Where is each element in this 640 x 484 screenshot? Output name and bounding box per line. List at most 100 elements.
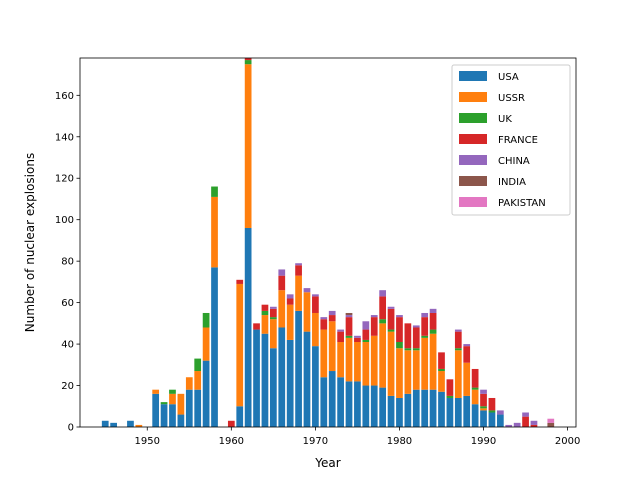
bar-france-1968 <box>295 265 302 276</box>
bar-china-1976 <box>362 321 370 330</box>
bar-france-1961 <box>236 279 244 284</box>
y-tick-label: 80 <box>61 257 74 268</box>
bar-usa-1990 <box>480 410 487 427</box>
bar-ussr-1957 <box>202 327 210 361</box>
bar-usa-1961 <box>236 406 244 427</box>
x-tick-label: 1980 <box>387 436 412 447</box>
bar-usa-1981 <box>404 393 412 427</box>
y-tick-label: 0 <box>68 423 74 434</box>
bar-china-1994 <box>513 422 521 427</box>
legend-swatch-france <box>459 134 487 144</box>
bar-ussr-1979 <box>387 331 395 396</box>
bar-usa-1946 <box>110 422 117 427</box>
bar-france-1981 <box>404 323 412 349</box>
bar-usa-1988 <box>463 395 471 427</box>
y-axis-label: Number of nuclear explosions <box>23 153 37 332</box>
bar-ussr-1975 <box>354 342 361 382</box>
bar-ussr-1966 <box>278 290 286 328</box>
bar-ussr-1970 <box>312 312 319 347</box>
legend-swatch-usa <box>459 71 487 81</box>
bar-china-1987 <box>454 329 462 332</box>
bar-uk-1962 <box>244 60 252 65</box>
bar-usa-1945 <box>101 420 109 427</box>
bar-usa-1977 <box>370 385 378 427</box>
bar-uk-1979 <box>387 329 395 332</box>
x-tick-label: 1990 <box>471 436 496 447</box>
bar-usa-1976 <box>362 385 370 427</box>
bar-uk-1989 <box>471 387 479 390</box>
bar-france-1987 <box>454 331 462 349</box>
bar-ussr-1982 <box>412 350 420 390</box>
bar-france-1971 <box>320 319 328 330</box>
bar-uk-1958 <box>211 186 218 197</box>
bar-pakistan-1998 <box>547 418 555 423</box>
bar-china-1979 <box>387 306 395 309</box>
bar-france-1966 <box>278 275 286 291</box>
bar-china-1972 <box>328 310 336 316</box>
bar-ussr-1976 <box>362 342 370 386</box>
bar-china-1983 <box>421 312 429 318</box>
bar-ussr-1987 <box>454 350 462 398</box>
bar-usa-1991 <box>488 412 496 427</box>
x-tick-label: 1950 <box>135 436 160 447</box>
legend-swatch-pakistan <box>459 197 487 207</box>
bar-usa-1984 <box>429 389 437 427</box>
bar-uk-1982 <box>412 348 420 351</box>
bar-france-1986 <box>446 379 454 396</box>
bar-france-1977 <box>370 317 378 336</box>
bar-france-1991 <box>488 397 496 411</box>
bar-usa-1948 <box>127 420 134 427</box>
legend-swatch-india <box>459 176 487 186</box>
bar-france-1978 <box>379 296 387 320</box>
bar-ussr-1990 <box>480 408 487 411</box>
bar-china-1968 <box>295 263 302 266</box>
bar-china-1967 <box>286 294 294 299</box>
bar-usa-1956 <box>194 389 202 427</box>
bar-usa-1980 <box>396 397 403 427</box>
bar-uk-1980 <box>396 342 403 349</box>
bar-france-1996 <box>530 424 538 427</box>
bar-uk-1952 <box>160 402 168 405</box>
bar-usa-1979 <box>387 395 395 427</box>
bar-ussr-1955 <box>185 377 193 390</box>
bar-china-1992 <box>496 410 504 415</box>
bars-layer <box>101 58 555 427</box>
bar-usa-1951 <box>152 393 160 427</box>
bar-uk-1976 <box>362 339 370 342</box>
bar-ussr-1965 <box>269 319 277 349</box>
bar-usa-1970 <box>312 346 319 427</box>
bar-ussr-1980 <box>396 348 403 398</box>
bar-usa-1952 <box>160 404 168 427</box>
bar-ussr-1967 <box>286 304 294 340</box>
bar-france-1962 <box>244 58 252 61</box>
bar-usa-1963 <box>253 329 260 427</box>
bar-france-1980 <box>396 317 403 343</box>
legend-label-india: INDIA <box>498 177 526 188</box>
bar-france-1970 <box>312 296 319 313</box>
bar-ussr-1983 <box>421 337 429 390</box>
bar-france-1982 <box>412 327 420 349</box>
bar-usa-1964 <box>261 333 269 427</box>
y-ticks: 0 20 40 60 80 100 120 140 160 <box>55 91 80 434</box>
series-ussr <box>135 64 487 427</box>
y-tick-label: 60 <box>61 298 74 309</box>
bar-uk-1965 <box>269 317 277 320</box>
y-tick-label: 160 <box>55 91 74 102</box>
legend-label-pakistan: PAKISTAN <box>498 198 546 209</box>
bar-uk-1990 <box>480 406 487 409</box>
bar-france-1972 <box>328 315 336 322</box>
bar-usa-1954 <box>177 414 185 427</box>
y-tick-label: 20 <box>61 381 74 392</box>
bar-usa-1983 <box>421 389 429 427</box>
bar-uk-1985 <box>438 368 445 372</box>
bar-ussr-1962 <box>244 64 252 228</box>
bar-uk-1991 <box>488 410 496 413</box>
x-ticks: 1950 1960 1970 1980 1990 2000 <box>135 427 580 447</box>
bar-ussr-1978 <box>379 323 387 388</box>
bar-france-1995 <box>522 416 529 427</box>
bar-ussr-1954 <box>177 393 185 415</box>
bar-usa-1962 <box>244 227 252 427</box>
legend-label-uk: UK <box>498 114 512 125</box>
bar-france-1963 <box>253 323 260 330</box>
